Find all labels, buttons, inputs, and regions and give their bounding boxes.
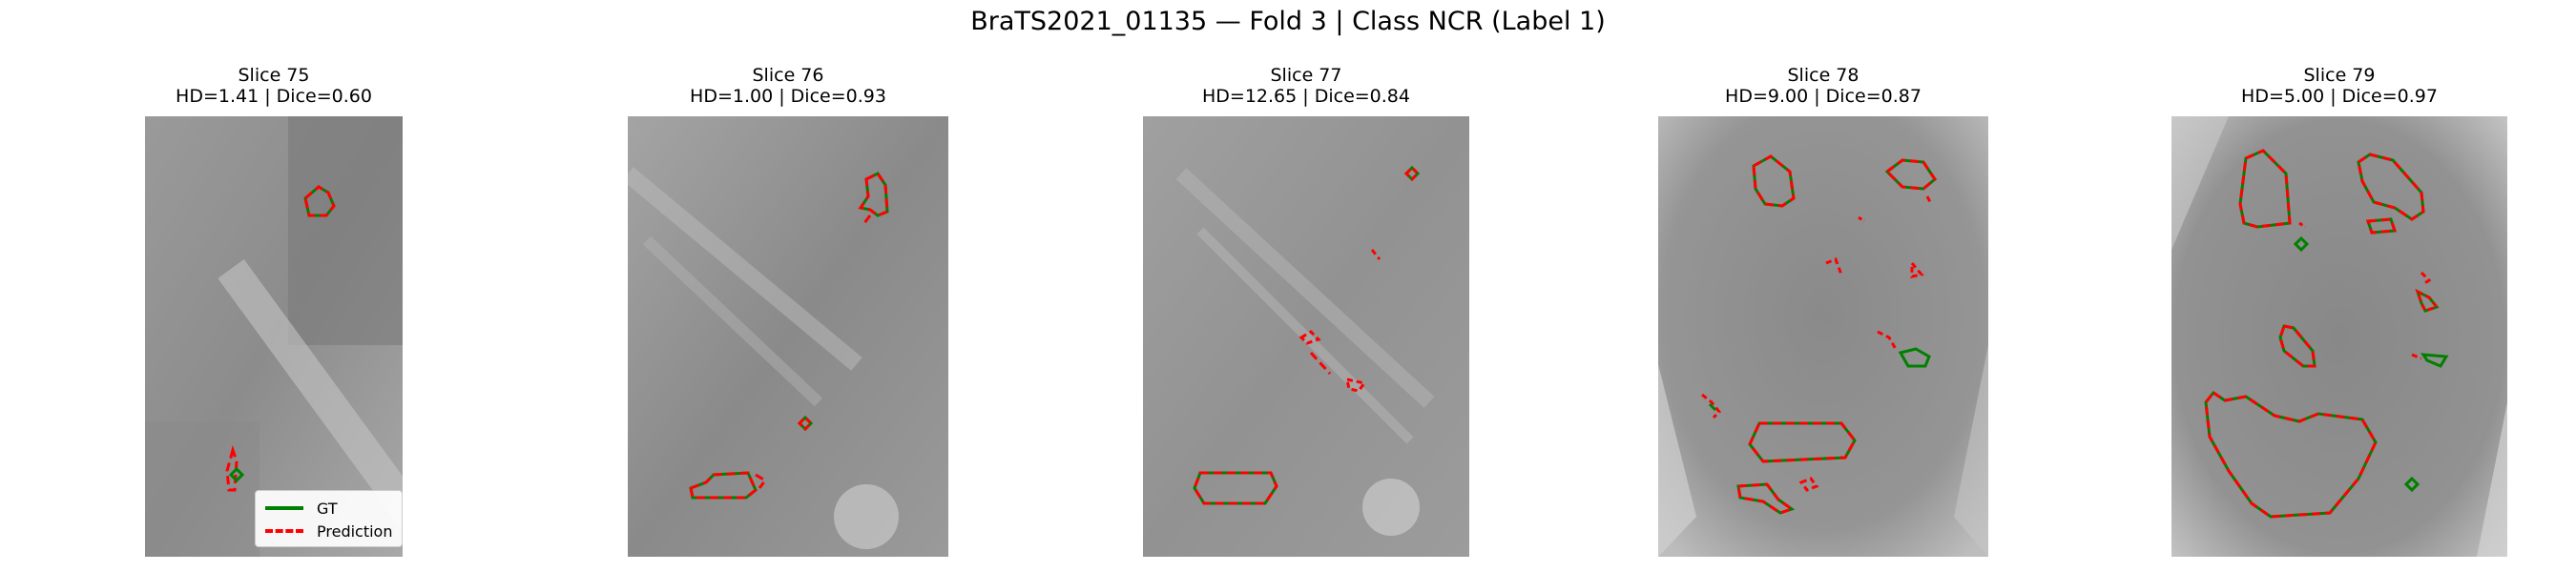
prediction-contour (1345, 378, 1367, 393)
prediction-contour (1884, 158, 1937, 191)
panel-title: Slice 75 HD=1.41 | Dice=0.60 (50, 65, 498, 107)
mri-texture (2477, 402, 2507, 557)
metrics-label: HD=12.65 | Dice=0.84 (1202, 86, 1410, 107)
prediction-contour (1403, 165, 1421, 182)
prediction-contour (1736, 482, 1796, 515)
mri-texture (1658, 364, 1696, 557)
contour-overlay (628, 116, 948, 557)
panel-title: Slice 76 HD=1.00 | Dice=0.93 (532, 65, 1044, 107)
prediction-contour (2411, 353, 2422, 360)
mri-slice-image (628, 116, 948, 557)
metrics-label: HD=1.00 | Dice=0.93 (690, 86, 886, 107)
prediction-contour (2365, 217, 2398, 235)
mri-texture (642, 235, 823, 407)
mri-texture (1362, 479, 1420, 536)
prediction-contour (1798, 477, 1819, 492)
legend-label: GT (317, 499, 338, 518)
figure-title: BraTS2021_01135 — Fold 3 | Class NCR (La… (970, 7, 1606, 36)
prediction-contour (1748, 421, 1857, 463)
prediction-contour (2204, 390, 2378, 519)
prediction-contour (755, 473, 768, 489)
mri-texture (2171, 116, 2229, 250)
mri-texture (145, 421, 260, 557)
prediction-swatch (265, 529, 303, 533)
gt-contour (1752, 154, 1796, 208)
gt-contour (228, 466, 245, 483)
metrics-label: HD=1.41 | Dice=0.60 (176, 86, 372, 107)
prediction-contour (858, 172, 889, 217)
prediction-contour (2278, 324, 2316, 368)
panel-title: Slice 77 HD=12.65 | Dice=0.84 (1048, 65, 1565, 107)
panel-title: Slice 78 HD=9.00 | Dice=0.87 (1563, 65, 2084, 107)
mri-texture (1175, 168, 1435, 408)
mri-background (1658, 116, 1988, 557)
mri-slice-image (1143, 116, 1469, 557)
prediction-contour (1370, 249, 1381, 260)
prediction-contour (1910, 258, 1924, 278)
prediction-contour (2298, 221, 2306, 229)
slice-label: Slice 77 (1270, 65, 1342, 86)
metrics-label: HD=9.00 | Dice=0.87 (1725, 86, 1922, 107)
mri-texture (628, 167, 862, 371)
prediction-contour (862, 214, 872, 224)
prediction-contour (1193, 471, 1278, 505)
prediction-contour (1825, 257, 1843, 276)
prediction-contour (2238, 149, 2292, 229)
prediction-contour (1858, 215, 1865, 223)
mri-texture (288, 116, 403, 345)
prediction-contour (225, 444, 239, 492)
slice-label: Slice 76 (752, 65, 824, 86)
prediction-contour (2357, 153, 2425, 221)
gt-contour (1898, 347, 1931, 368)
prediction-contour (1877, 330, 1899, 352)
legend-item-gt: GT (265, 497, 392, 520)
mri-slice-image (2171, 116, 2507, 557)
metrics-label: HD=5.00 | Dice=0.97 (2241, 86, 2438, 107)
prediction-contour (1298, 330, 1321, 345)
gt-contour (2403, 476, 2420, 493)
mri-texture (218, 258, 403, 527)
mri-slice-image: GT Prediction (145, 116, 403, 557)
gt-swatch (265, 506, 303, 510)
prediction-contour (1309, 351, 1332, 376)
gt-contour (2293, 235, 2310, 253)
legend: GT Prediction (255, 490, 403, 547)
mri-texture (834, 484, 899, 549)
mri-texture (1954, 345, 1988, 557)
prediction-contour (1925, 195, 1933, 205)
slice-label: Slice 79 (2303, 65, 2376, 86)
legend-label: Prediction (317, 521, 393, 541)
prediction-contour (2420, 271, 2432, 286)
slice-label: Slice 78 (1787, 65, 1859, 86)
contour-overlay (2171, 116, 2507, 557)
prediction-contour (797, 415, 814, 432)
gt-contour (1708, 402, 1717, 412)
prediction-contour (689, 471, 758, 500)
gt-contour (2420, 353, 2449, 368)
mri-background (2171, 116, 2507, 557)
mri-background (628, 116, 948, 557)
contour-overlay (1143, 116, 1469, 557)
prediction-contour (2415, 289, 2440, 313)
panel-title: Slice 79 HD=5.00 | Dice=0.97 (2076, 65, 2576, 107)
mri-slice-image (1658, 116, 1988, 557)
prediction-contour (303, 185, 336, 217)
legend-item-prediction: Prediction (265, 520, 392, 542)
contour-overlay (1658, 116, 1988, 557)
contour-overlay (145, 116, 403, 557)
slice-label: Slice 75 (238, 65, 310, 86)
